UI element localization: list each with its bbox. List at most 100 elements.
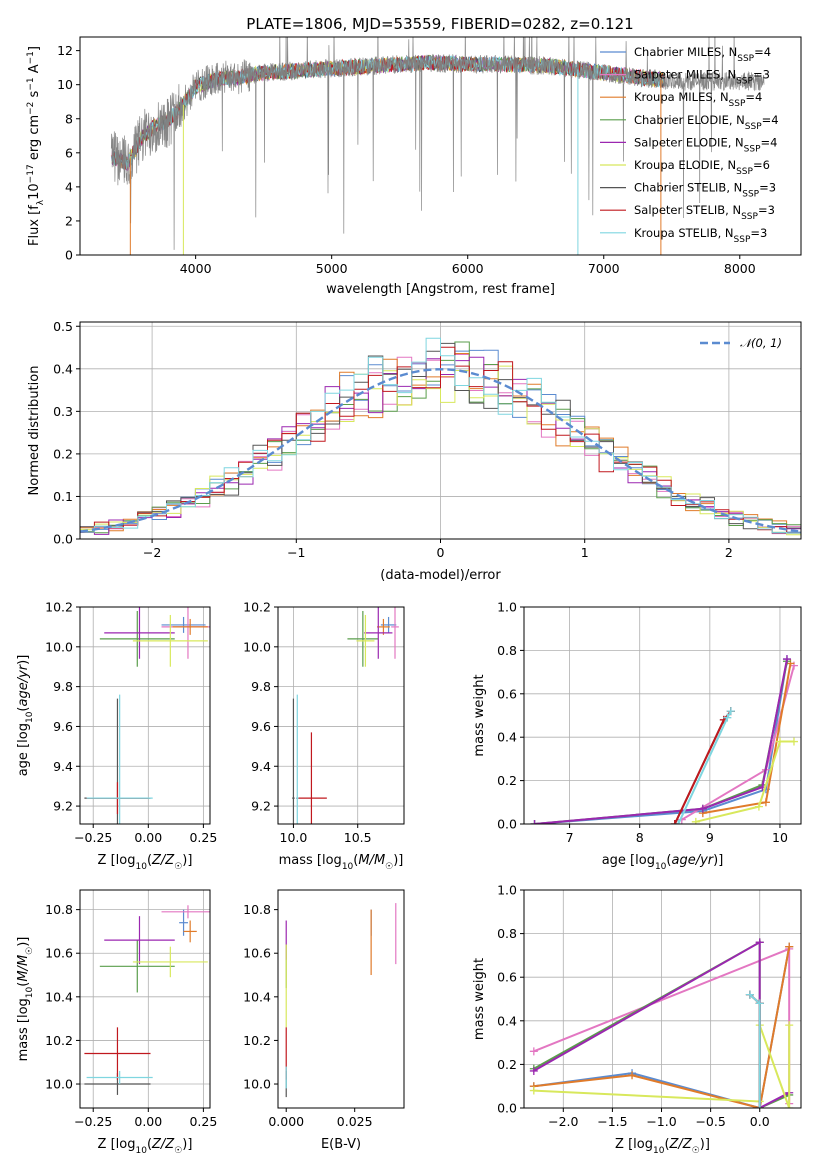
- age_vs_mass-xlabel: mass [log10(M/M☉)]: [279, 853, 404, 872]
- x-tick-label: 10.0: [280, 830, 308, 845]
- weight-line: [533, 946, 791, 1108]
- axes-mass_vs_Z: −0.25 0.00 0.25 10.0 10.2 10.4 10.6 10.8: [45, 890, 217, 1129]
- hist-5: [80, 365, 801, 536]
- y-tick-label: 0.2: [497, 1057, 517, 1072]
- weight-series-4: [530, 655, 791, 824]
- x-tick-label: 10: [772, 830, 788, 845]
- x-tick-label: 4000: [180, 261, 212, 276]
- y-tick-label: 0.2: [53, 446, 73, 461]
- y-tick-label: 2: [65, 213, 73, 228]
- y-tick-label: 10.2: [243, 1033, 271, 1048]
- observed-spectrum: [110, 37, 765, 250]
- y-tick-label: 0.6: [497, 686, 517, 701]
- weight-marker: [785, 1104, 794, 1108]
- axes-age_vs_Z: −0.25 0.00 0.25 9.2 9.4 9.6 9.8 10.0 10.2: [45, 600, 217, 846]
- x-tick-label: 8000: [724, 261, 756, 276]
- y-tick-label: 10.2: [243, 600, 271, 615]
- weight-marker: [785, 942, 794, 951]
- x-tick-label: 0.25: [189, 1114, 217, 1129]
- y-tick-label: 0.4: [53, 361, 73, 376]
- y-tick-label: 0.3: [53, 404, 73, 419]
- weight-marker: [761, 798, 770, 807]
- y-tick-label: 8: [65, 111, 73, 126]
- y-tick-label: 1.0: [497, 600, 517, 615]
- legend-label-1: Salpeter MILES, NSSP=3: [634, 68, 770, 87]
- weight-marker: [723, 713, 732, 722]
- mass_vs_ebv-xlabel: E(B-V): [321, 1137, 361, 1152]
- weight-series-6: [745, 990, 764, 1108]
- errorbar-point-4: [364, 607, 393, 659]
- x-tick-label: 0.00: [134, 1114, 162, 1129]
- x-tick-label: 0.025: [337, 1114, 373, 1129]
- weight-marker: [745, 990, 754, 999]
- y-tick-label: 0.6: [497, 970, 517, 985]
- errorbar-point-0: [161, 616, 206, 633]
- x-tick-label: 0: [437, 545, 445, 560]
- y-tick-label: 10: [57, 77, 73, 92]
- x-tick-label: 1: [581, 545, 589, 560]
- weight-line: [534, 658, 788, 824]
- weight-marker: [789, 737, 798, 746]
- y-tick-label: 0.4: [497, 730, 517, 745]
- weight_vs_Z-ylabel: mass weight: [472, 958, 487, 1040]
- weight_vs_Z-frame: [523, 889, 802, 1109]
- legend-label-8: Kroupa STELIB, NSSP=3: [634, 226, 767, 245]
- legend-label-6: Chabrier STELIB, NSSP=3: [634, 181, 776, 200]
- y-tick-label: 10.4: [45, 989, 73, 1004]
- weight-marker: [775, 737, 784, 746]
- weight-series-7: [745, 990, 764, 1108]
- errorbars-mass_vs_Z: [84, 905, 210, 1095]
- legend-label-3: Chabrier ELODIE, NSSP=4: [634, 113, 779, 132]
- spectrum-xlabel: wavelength [Angstrom, rest frame]: [326, 282, 555, 297]
- errorbar-point-8: [296, 694, 299, 824]
- x-tick-label: 8: [636, 830, 644, 845]
- spectrum-frame: [79, 36, 802, 256]
- errorbar-point-8: [86, 694, 153, 824]
- x-tick-label: −1.0: [646, 1114, 676, 1129]
- weight-marker: [628, 1071, 637, 1080]
- age_vs_Z-xlabel: Z [log10(Z/Z☉)]: [98, 853, 193, 872]
- weight-marker: [529, 1086, 538, 1095]
- errorbars-age_vs_mass: [292, 607, 399, 824]
- errorbar-point-5: [132, 614, 208, 667]
- weight-line: [534, 658, 788, 824]
- y-tick-label: 12: [57, 43, 73, 58]
- histogram-ylabel: Normed distribution: [27, 366, 42, 496]
- mass_vs_Z-frame: [79, 889, 211, 1109]
- weight-series-8: [674, 707, 735, 824]
- weight-marker: [698, 804, 707, 813]
- x-tick-label: 2: [725, 545, 733, 560]
- x-tick-label: −1.5: [597, 1114, 627, 1129]
- x-tick-label: −2.0: [548, 1114, 578, 1129]
- weight-line: [749, 993, 761, 1108]
- y-tick-label: 9.4: [53, 759, 73, 774]
- errorbars-mass_vs_ebv: [285, 903, 397, 1098]
- errorbar-point-4: [104, 916, 175, 965]
- age_vs_Z-ylabel: age [log10(age/yr)]: [16, 655, 35, 777]
- age_vs_Z-frame: [79, 606, 211, 825]
- errorbar-point-1: [161, 905, 210, 919]
- y-tick-label: 0.0: [53, 532, 73, 547]
- y-tick-label: 10.6: [243, 946, 271, 961]
- weight-line: [749, 993, 761, 1108]
- axes-age_vs_mass: 10.0 10.5 9.2 9.4 9.6 9.8 10.0 10.2: [243, 600, 404, 845]
- y-tick-label: 9.8: [53, 679, 73, 694]
- weight-series-5: [691, 737, 798, 824]
- weight-marker: [530, 820, 539, 824]
- weight-marker: [785, 1021, 794, 1030]
- weight-series-8: [745, 990, 764, 1108]
- x-tick-label: −0.5: [695, 1114, 725, 1129]
- errorbar-point-3: [347, 610, 379, 667]
- legend-normal-label: 𝒩(0, 1): [740, 336, 782, 350]
- x-tick-label: 10.5: [344, 830, 372, 845]
- errorbar-point-8: [86, 1070, 153, 1085]
- errorbar-point-3: [99, 940, 175, 993]
- y-tick-label: 4: [65, 179, 73, 194]
- x-tick-label: 5000: [316, 261, 348, 276]
- weight_vs_age-xlabel: age [log10(age/yr)]: [602, 853, 724, 872]
- errorbar-point-1: [391, 607, 399, 659]
- histogram-xlabel: (data-model)/error: [380, 568, 501, 583]
- errorbar-point-2: [183, 920, 197, 943]
- weight-marker: [691, 817, 700, 824]
